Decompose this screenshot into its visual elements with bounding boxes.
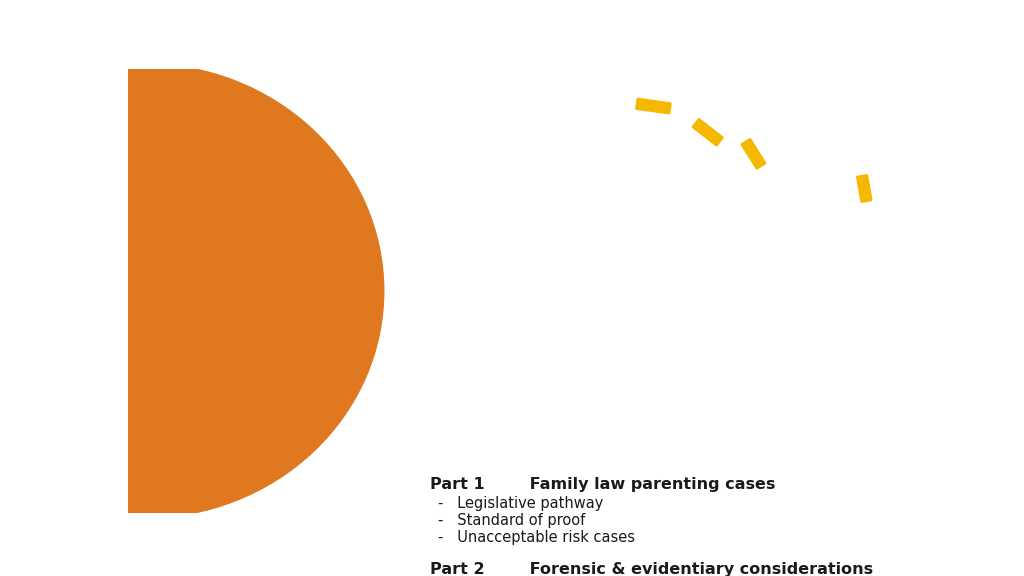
FancyBboxPatch shape (635, 98, 672, 115)
Text: -   Unacceptable risk cases: - Unacceptable risk cases (438, 529, 635, 544)
Text: -   Standard of proof: - Standard of proof (438, 513, 586, 528)
Text: Part 2        Forensic & evidentiary considerations: Part 2 Forensic & evidentiary considerat… (430, 562, 873, 576)
Text: -   Legislative pathway: - Legislative pathway (438, 496, 603, 511)
FancyBboxPatch shape (740, 138, 766, 170)
Ellipse shape (0, 64, 384, 518)
FancyBboxPatch shape (691, 118, 724, 146)
Text: Part 1        Family law parenting cases: Part 1 Family law parenting cases (430, 478, 775, 492)
FancyBboxPatch shape (856, 174, 872, 203)
